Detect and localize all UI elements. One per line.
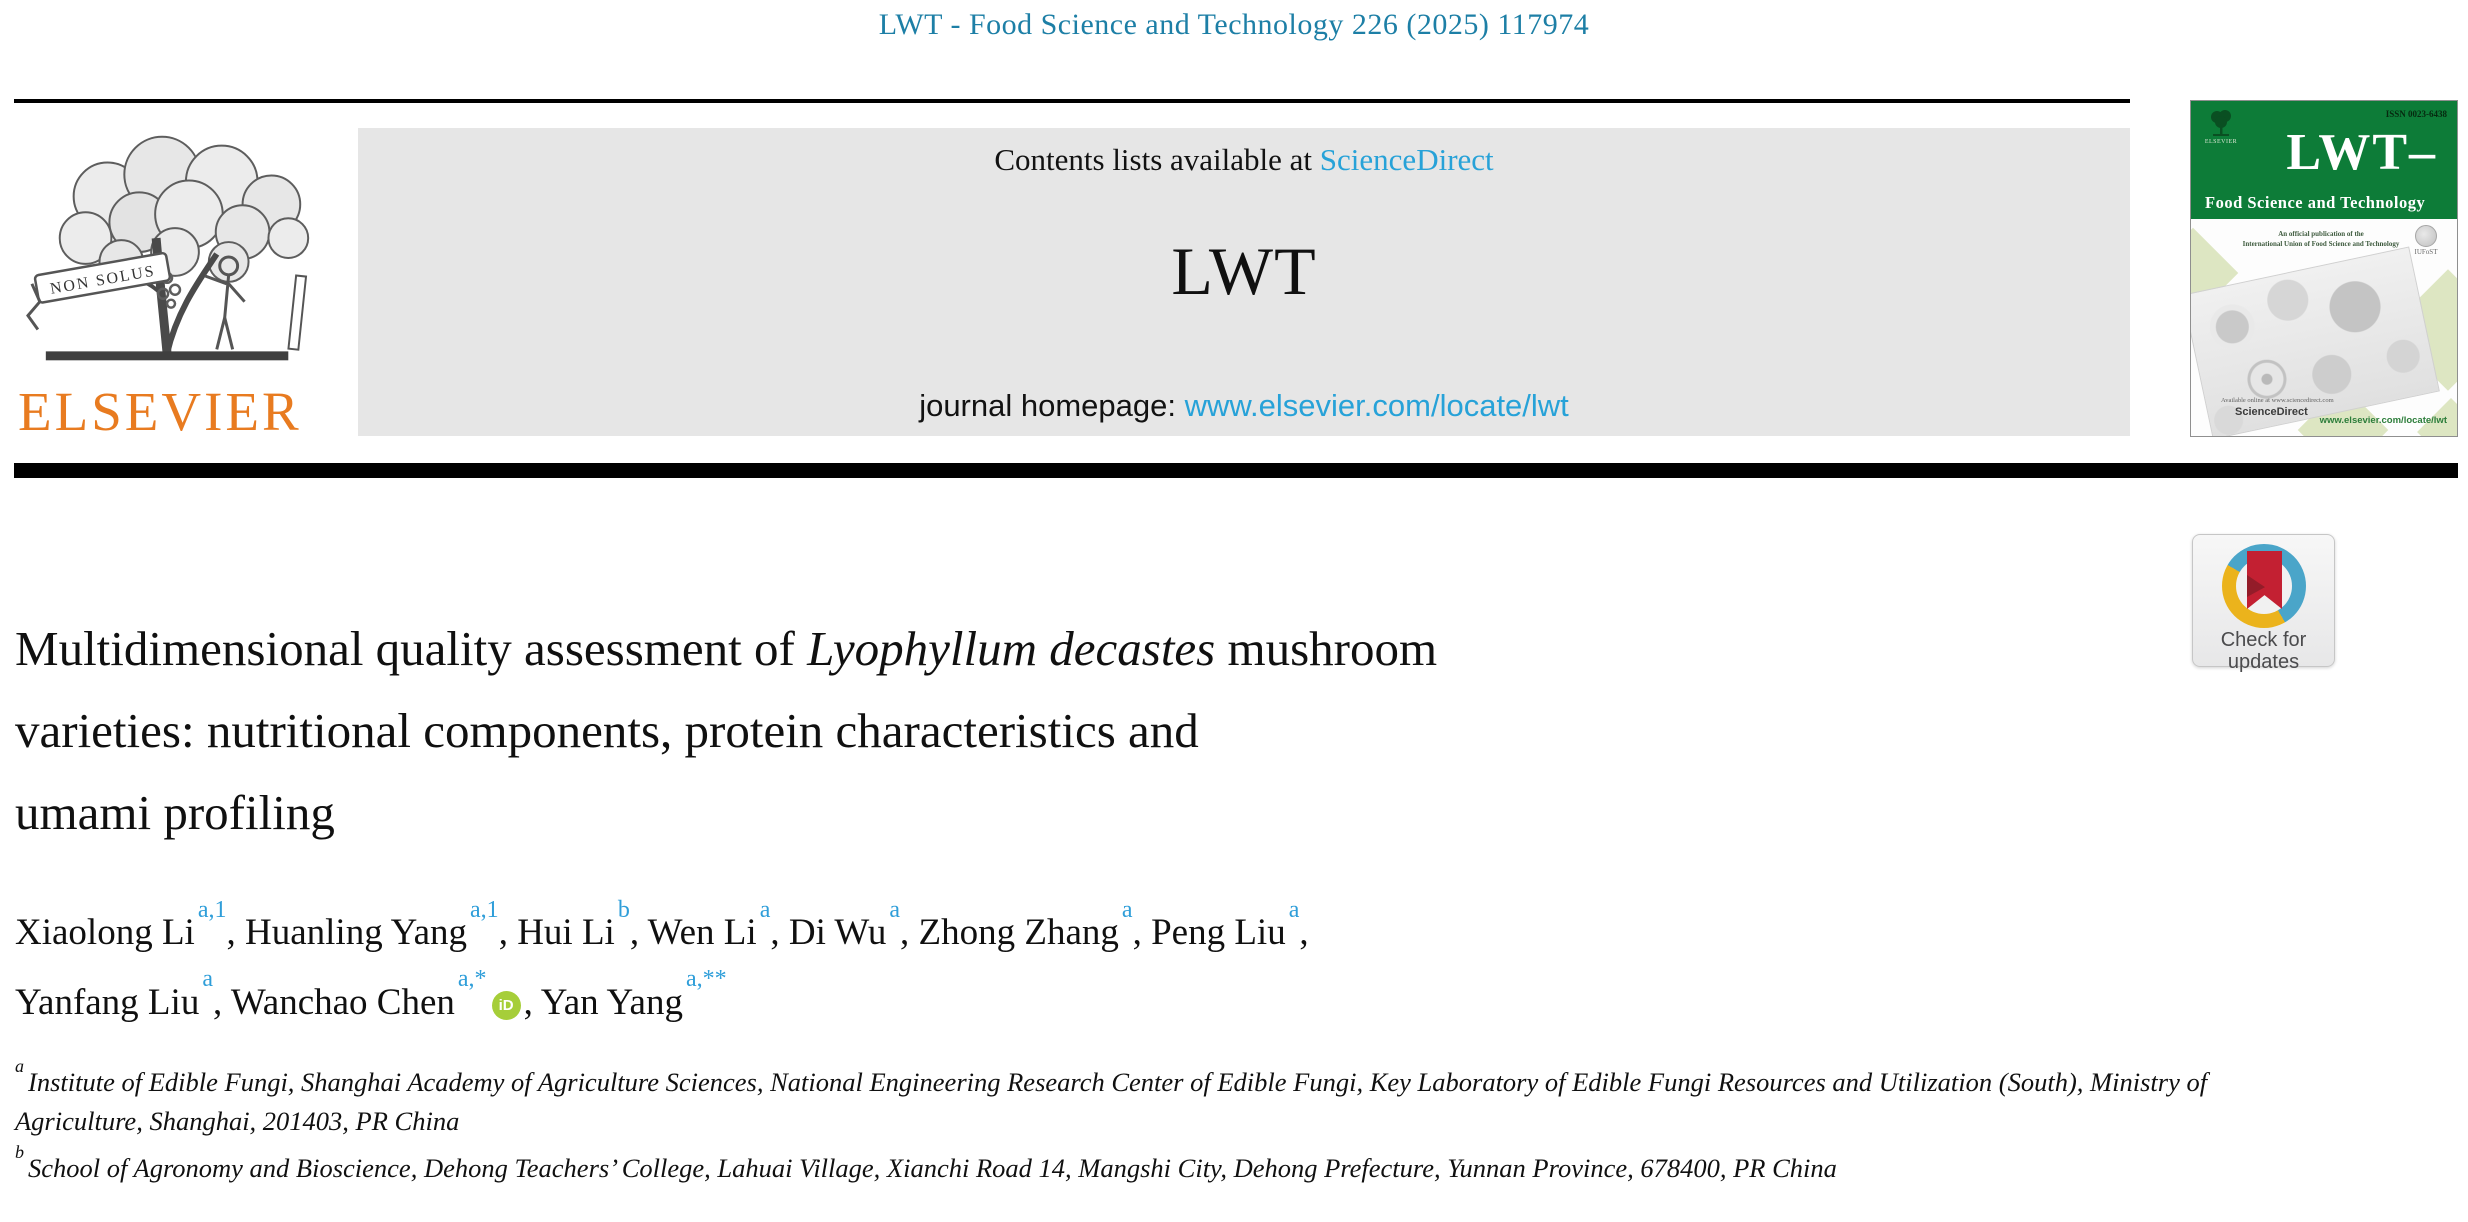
cover-publication-note: An official publication of the Internati… — [2242, 230, 2400, 248]
species-name-italic: Lyophyllum decastes — [807, 621, 1216, 676]
journal-banner: Contents lists available at ScienceDirec… — [358, 128, 2130, 436]
author: Peng Liua, — [1151, 897, 1309, 954]
contents-text: Contents lists available at — [994, 142, 1320, 177]
cover-elsevier-mini-logo: ELSEVIER — [2201, 109, 2241, 155]
author: Wanchao Chena,*iD, — [230, 966, 541, 1023]
homepage-label: journal homepage: — [919, 388, 1185, 423]
author-affiliation-sup: a — [202, 966, 213, 993]
journal-cover-thumbnail: ELSEVIER ISSN 0023-6438 LWT– Food Scienc… — [2190, 100, 2458, 437]
elsevier-tree-icon: NON SOLUS — [26, 135, 310, 361]
header-rule-bottom — [14, 463, 2458, 478]
article-title: Multidimensional quality assessment of L… — [15, 608, 2165, 854]
author: Hui Lib, — [517, 897, 648, 954]
cover-sciencedirect: ScienceDirect — [2235, 406, 2308, 418]
affiliation-b: bSchool of Agronomy and Bioscience, Deho… — [15, 1141, 1837, 1183]
homepage-line: journal homepage: www.elsevier.com/locat… — [358, 388, 2130, 424]
author: Yanfang Liua, — [15, 966, 231, 1023]
cover-homepage-url: www.elsevier.com/locate/lwt — [2319, 415, 2447, 426]
author-line-1: Xiaolong Lia,1, Huanling Yanga,1, Hui Li… — [15, 894, 2215, 963]
author-affiliation-sup: a,1 — [197, 897, 227, 923]
author-affiliation-sup: a — [889, 897, 901, 923]
iufost-logo: IUFoST — [2409, 225, 2443, 256]
cover-issn: ISSN 0023-6438 — [2385, 109, 2447, 119]
author: Yan Yanga,** — [540, 966, 727, 1023]
author-affiliation-sup: a — [1288, 897, 1300, 923]
author-affiliation-sup: a,1 — [470, 897, 499, 923]
author-affiliation-sup: a,* — [457, 966, 487, 993]
elsevier-logo: NON SOLUS ELSEVIER — [18, 124, 340, 442]
author-affiliation-sup: a — [1121, 897, 1133, 923]
author-affiliation-sup: b — [617, 897, 630, 923]
author: Wen Lia, — [647, 897, 789, 954]
journal-citation: LWT - Food Science and Technology 226 (2… — [878, 8, 1590, 41]
sciencedirect-link[interactable]: ScienceDirect — [1319, 142, 1494, 177]
author-affiliation-sup: a — [759, 897, 771, 923]
affiliations: aInstitute of Edible Fungi, Shanghai Aca… — [15, 1056, 2260, 1188]
author: Zhong Zhanga, — [918, 897, 1152, 954]
author: Di Wua, — [788, 897, 919, 954]
orcid-icon[interactable]: iD — [491, 990, 521, 1020]
author: Xiaolong Lia,1, — [15, 897, 245, 954]
check-for-updates-badge[interactable]: Check for updates — [2192, 534, 2335, 673]
cover-available-online: Available online at www.sciencedirect.co… — [2221, 397, 2334, 404]
journal-name: LWT — [1171, 233, 1317, 309]
iufost-emblem-icon — [2415, 225, 2437, 247]
affiliation-a: aInstitute of Edible Fungi, Shanghai Aca… — [15, 1056, 2208, 1137]
cover-green-band: ELSEVIER ISSN 0023-6438 LWT– Food Scienc… — [2191, 101, 2457, 219]
author-list: Xiaolong Lia,1, Huanling Yanga,1, Hui Li… — [15, 894, 2215, 1033]
elsevier-wordmark: ELSEVIER — [18, 381, 302, 442]
author: Huanling Yanga,1, — [245, 897, 518, 954]
author-line-2: Yanfang Liua, Wanchao Chena,*iD, Yan Yan… — [15, 963, 2215, 1032]
journal-homepage-link[interactable]: www.elsevier.com/locate/lwt — [1184, 388, 1569, 423]
title-line-1: Multidimensional quality assessment of L… — [15, 621, 1438, 676]
header-rule-top — [14, 99, 2130, 103]
title-line-3: umami profiling — [15, 785, 335, 840]
title-line-2: varieties: nutritional components, prote… — [15, 703, 1199, 758]
cover-title: LWT– — [2286, 124, 2437, 181]
contents-line: Contents lists available at ScienceDirec… — [358, 142, 2130, 178]
cover-subtitle: Food Science and Technology — [2205, 193, 2426, 212]
crossmark-label: Check for updates — [2220, 629, 2307, 673]
author-affiliation-sup: a,** — [685, 966, 727, 993]
